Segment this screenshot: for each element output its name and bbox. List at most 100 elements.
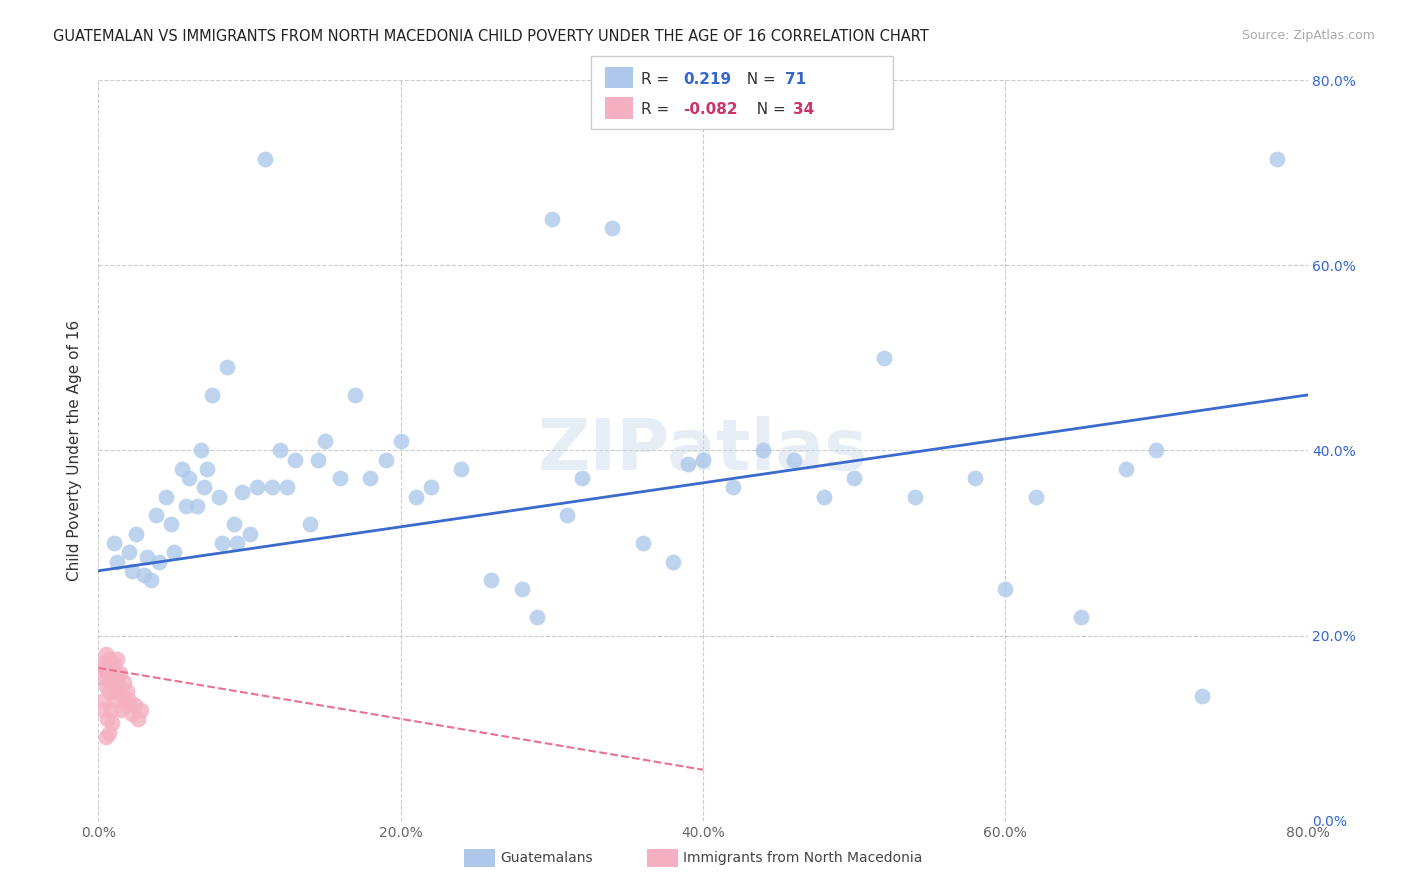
Point [105, 651, 128, 665]
Point [344, 388, 367, 402]
Point [299, 517, 322, 532]
Point [94, 647, 117, 661]
Point [246, 481, 269, 495]
Point [101, 674, 124, 689]
Point [389, 434, 412, 449]
Text: ZIPatlas: ZIPatlas [538, 416, 868, 485]
Point [129, 703, 152, 717]
Point [239, 526, 262, 541]
Point [661, 554, 683, 569]
Point [269, 443, 291, 458]
Point [965, 471, 987, 485]
Point [121, 707, 143, 722]
Point [163, 545, 186, 559]
Point [114, 698, 136, 712]
Point [307, 452, 329, 467]
Point [170, 462, 193, 476]
Point [103, 536, 125, 550]
Point [481, 573, 503, 587]
Point [211, 536, 233, 550]
Point [201, 388, 224, 402]
Point [329, 471, 352, 485]
Point [571, 471, 593, 485]
Point [103, 657, 125, 671]
Point [253, 152, 276, 166]
Point [135, 549, 157, 564]
Point [141, 573, 163, 587]
Text: GUATEMALAN VS IMMIGRANTS FROM NORTH MACEDONIA CHILD POVERTY UNDER THE AGE OF 16 : GUATEMALAN VS IMMIGRANTS FROM NORTH MACE… [53, 29, 929, 44]
Point [94, 731, 117, 745]
Point [100, 661, 122, 675]
Point [226, 536, 249, 550]
Point [1024, 490, 1046, 504]
Point [93, 661, 115, 675]
Point [284, 452, 307, 467]
Point [420, 481, 443, 495]
Point [101, 716, 124, 731]
Point [215, 360, 238, 375]
Point [904, 490, 927, 504]
Text: Immigrants from North Macedonia: Immigrants from North Macedonia [683, 851, 922, 865]
Point [179, 471, 201, 485]
Point [844, 471, 866, 485]
Point [110, 703, 132, 717]
Point [1115, 462, 1137, 476]
Point [96, 712, 118, 726]
Point [105, 670, 128, 684]
Point [813, 490, 835, 504]
Point [98, 684, 121, 698]
Text: -0.082: -0.082 [683, 102, 738, 117]
Point [115, 684, 138, 698]
Point [510, 582, 533, 597]
Point [873, 351, 896, 365]
Point [723, 481, 745, 495]
Point [676, 458, 699, 472]
Point [262, 481, 284, 495]
Point [174, 499, 197, 513]
Point [193, 481, 215, 495]
Point [155, 490, 177, 504]
Point [692, 452, 714, 467]
Point [98, 651, 121, 665]
Point [93, 693, 115, 707]
Point [100, 703, 122, 717]
Point [994, 582, 1017, 597]
Point [1144, 443, 1167, 458]
Point [1191, 689, 1213, 703]
Text: R =: R = [641, 102, 675, 117]
Point [360, 471, 382, 485]
Point [98, 725, 121, 739]
Point [195, 462, 218, 476]
Point [125, 526, 148, 541]
Point [783, 452, 806, 467]
Point [374, 452, 396, 467]
Point [208, 490, 231, 504]
Point [631, 536, 654, 550]
Text: Source: ZipAtlas.com: Source: ZipAtlas.com [1241, 29, 1375, 42]
Point [91, 657, 114, 671]
Text: 0.219: 0.219 [683, 71, 731, 87]
Point [105, 554, 128, 569]
Text: N =: N = [737, 71, 780, 87]
Text: N =: N = [747, 102, 790, 117]
Point [314, 434, 336, 449]
Point [90, 670, 112, 684]
Point [526, 610, 548, 624]
Point [405, 490, 427, 504]
Text: R =: R = [641, 71, 675, 87]
Text: 71: 71 [785, 71, 806, 87]
Point [107, 680, 129, 694]
Text: Guatemalans: Guatemalans [501, 851, 593, 865]
Point [94, 680, 117, 694]
Point [1070, 610, 1092, 624]
Point [103, 693, 125, 707]
Point [118, 693, 141, 707]
Point [111, 689, 134, 703]
Point [132, 568, 155, 582]
Point [1267, 152, 1289, 166]
Point [112, 674, 135, 689]
Point [602, 221, 624, 235]
Point [145, 508, 167, 523]
Point [276, 481, 298, 495]
Point [186, 499, 208, 513]
